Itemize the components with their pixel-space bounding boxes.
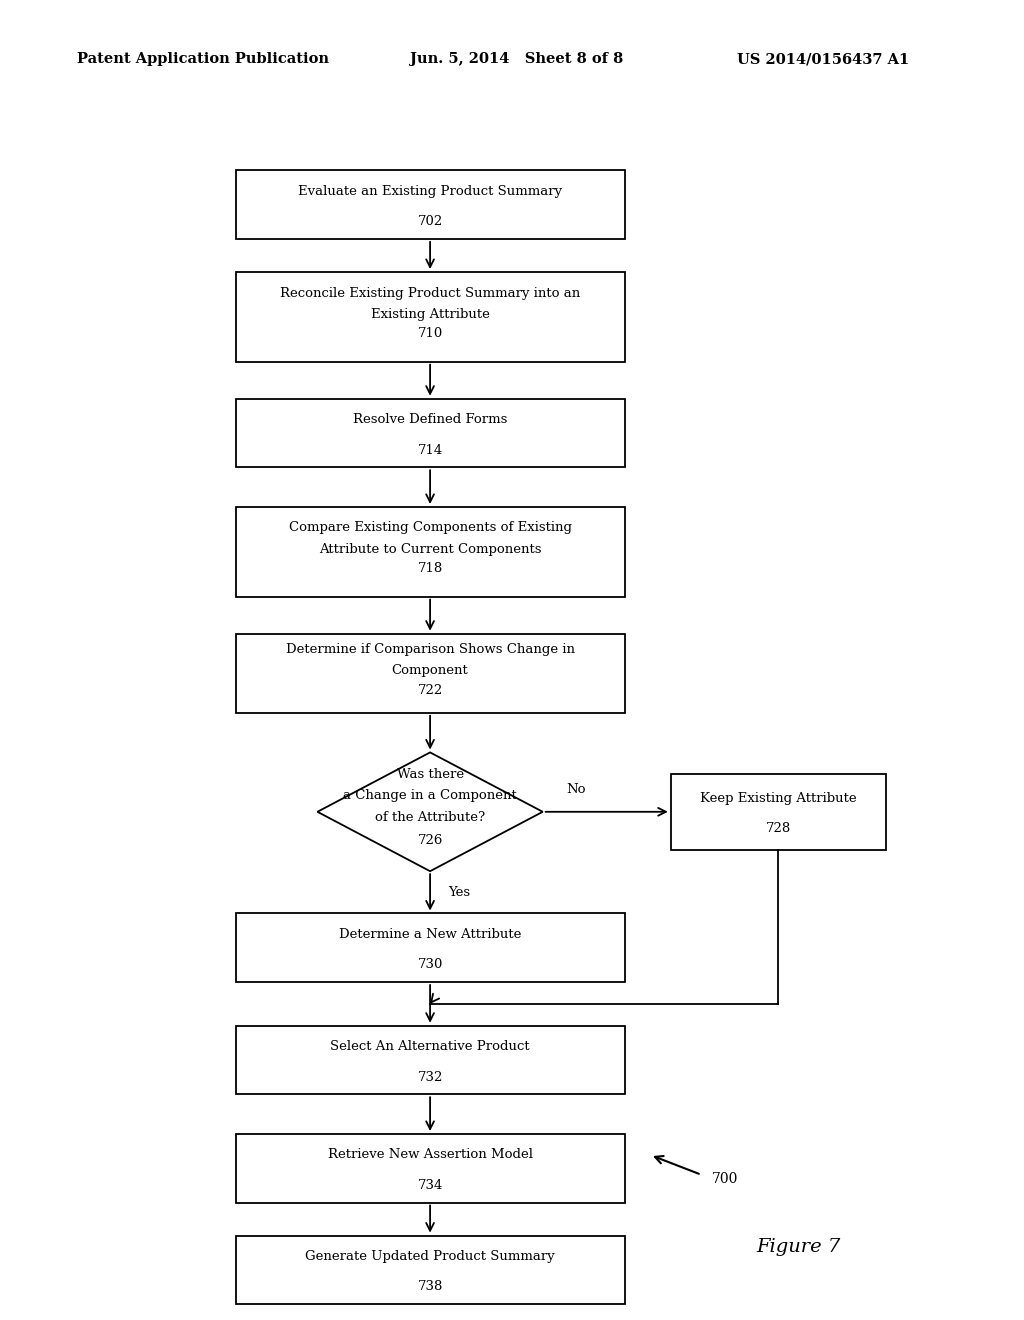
Text: 710: 710 (418, 327, 442, 341)
Text: 732: 732 (418, 1071, 442, 1084)
Text: Resolve Defined Forms: Resolve Defined Forms (353, 413, 507, 426)
Polygon shape (317, 752, 543, 871)
Bar (236, 634, 625, 713)
Text: 718: 718 (418, 562, 442, 576)
Text: 700: 700 (712, 1172, 738, 1185)
Text: No: No (566, 783, 586, 796)
Text: 734: 734 (418, 1179, 442, 1192)
Text: a Change in a Component: a Change in a Component (343, 789, 517, 803)
Text: 730: 730 (418, 958, 442, 972)
Bar (671, 774, 886, 850)
Bar (236, 399, 625, 467)
Text: Yes: Yes (449, 886, 471, 899)
Text: 726: 726 (418, 834, 442, 847)
Text: Generate Updated Product Summary: Generate Updated Product Summary (305, 1250, 555, 1263)
Text: US 2014/0156437 A1: US 2014/0156437 A1 (737, 53, 909, 66)
Text: Patent Application Publication: Patent Application Publication (77, 53, 329, 66)
Bar (236, 1134, 625, 1203)
Text: Determine a New Attribute: Determine a New Attribute (339, 928, 521, 941)
Text: Evaluate an Existing Product Summary: Evaluate an Existing Product Summary (298, 185, 562, 198)
Text: Figure 7: Figure 7 (757, 1238, 841, 1257)
Text: Jun. 5, 2014   Sheet 8 of 8: Jun. 5, 2014 Sheet 8 of 8 (410, 53, 623, 66)
Text: 722: 722 (418, 684, 442, 697)
Bar (236, 170, 625, 239)
Text: Was there: Was there (396, 768, 464, 781)
Text: Existing Attribute: Existing Attribute (371, 308, 489, 321)
Text: Retrieve New Assertion Model: Retrieve New Assertion Model (328, 1148, 532, 1162)
Text: Component: Component (392, 664, 468, 677)
Text: 728: 728 (766, 822, 791, 836)
Text: Keep Existing Attribute: Keep Existing Attribute (700, 792, 856, 805)
Text: 738: 738 (418, 1280, 442, 1294)
Text: 702: 702 (418, 215, 442, 228)
Bar (236, 1026, 625, 1094)
Bar (236, 507, 625, 597)
Text: Reconcile Existing Product Summary into an: Reconcile Existing Product Summary into … (280, 286, 581, 300)
Text: of the Attribute?: of the Attribute? (375, 810, 485, 824)
Text: Compare Existing Components of Existing: Compare Existing Components of Existing (289, 521, 571, 535)
Text: Select An Alternative Product: Select An Alternative Product (331, 1040, 529, 1053)
Text: Attribute to Current Components: Attribute to Current Components (318, 543, 542, 556)
Bar (236, 913, 625, 982)
Text: Determine if Comparison Shows Change in: Determine if Comparison Shows Change in (286, 643, 574, 656)
Bar (236, 1236, 625, 1304)
Text: 714: 714 (418, 444, 442, 457)
Bar (236, 272, 625, 362)
